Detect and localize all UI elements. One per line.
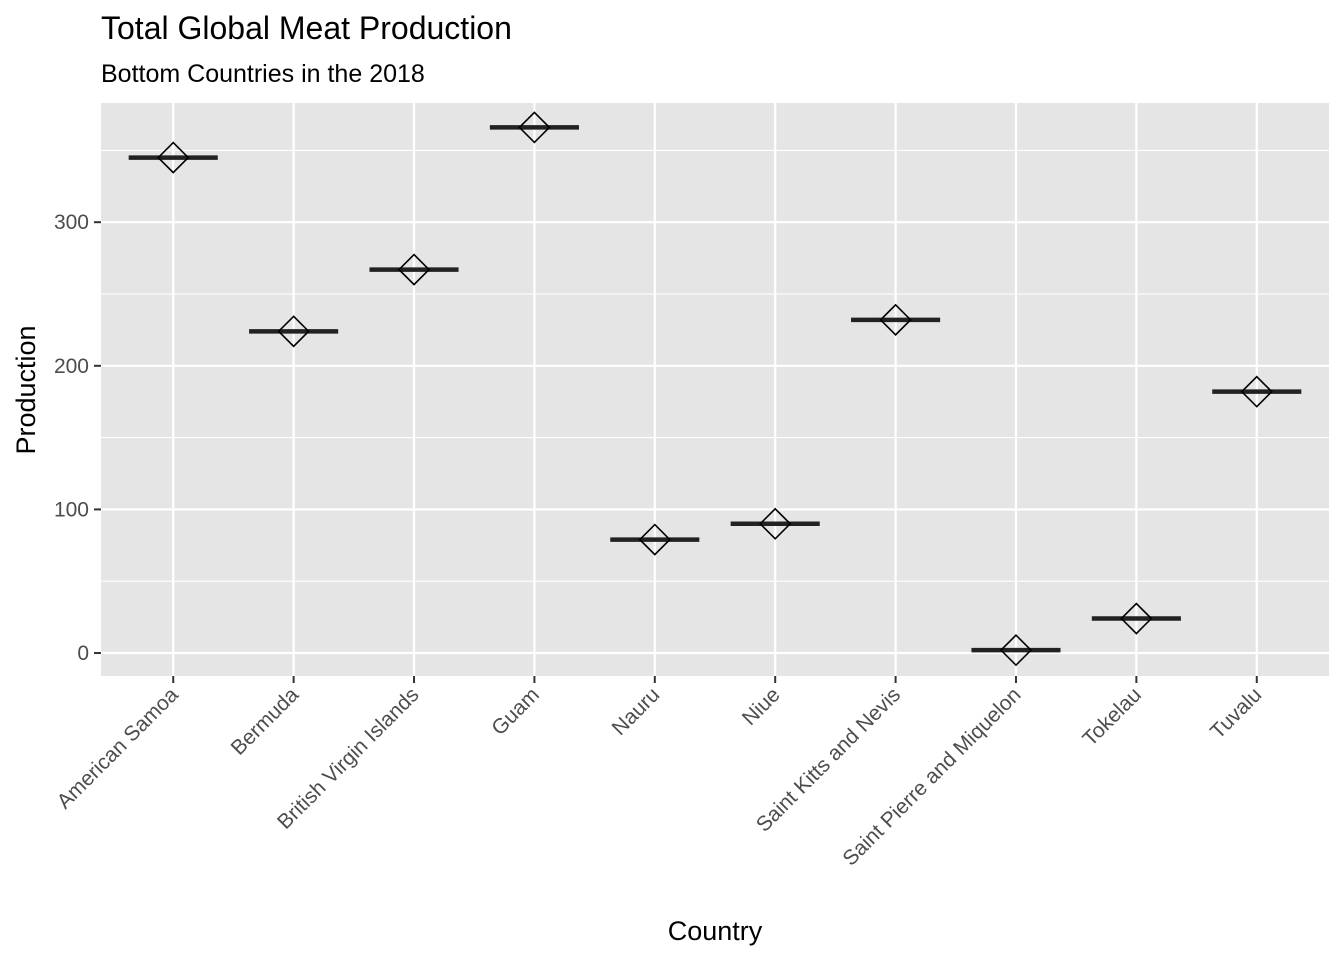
x-tick-label: Tokelau (1078, 683, 1145, 750)
x-tick-label: Bermuda (227, 683, 304, 760)
y-tick-label: 100 (54, 498, 89, 521)
y-axis-title: Production (11, 325, 41, 454)
diamond-point (1120, 602, 1153, 635)
diamond-point (518, 111, 551, 144)
y-tick-label: 0 (77, 642, 89, 665)
chart-title: Total Global Meat Production (101, 10, 512, 46)
diamond-point (638, 523, 671, 556)
data-marks (128, 111, 1302, 667)
x-tick-label: Niue (738, 683, 785, 730)
x-tick-label: Guam (487, 683, 544, 740)
chart-subtitle: Bottom Countries in the 2018 (101, 60, 425, 88)
minor-gridlines (101, 149, 1329, 582)
diamond-point (759, 507, 792, 540)
diamond-point (879, 303, 912, 336)
x-tick-label: Tuvalu (1206, 683, 1266, 743)
y-tick-label: 300 (54, 211, 89, 234)
x-axis-title: Country (668, 916, 763, 946)
x-tick-label: American Samoa (53, 683, 183, 813)
diamond-point (397, 253, 431, 286)
x-tick-label: Nauru (608, 683, 665, 740)
diamond-point (157, 141, 190, 174)
diamond-point (277, 315, 310, 348)
plot-panel (101, 103, 1329, 676)
diamond-point (999, 634, 1033, 667)
diamond-point (1240, 375, 1273, 408)
y-axis: 0 100 200 300 (54, 211, 101, 665)
y-tick-label: 200 (54, 355, 89, 378)
